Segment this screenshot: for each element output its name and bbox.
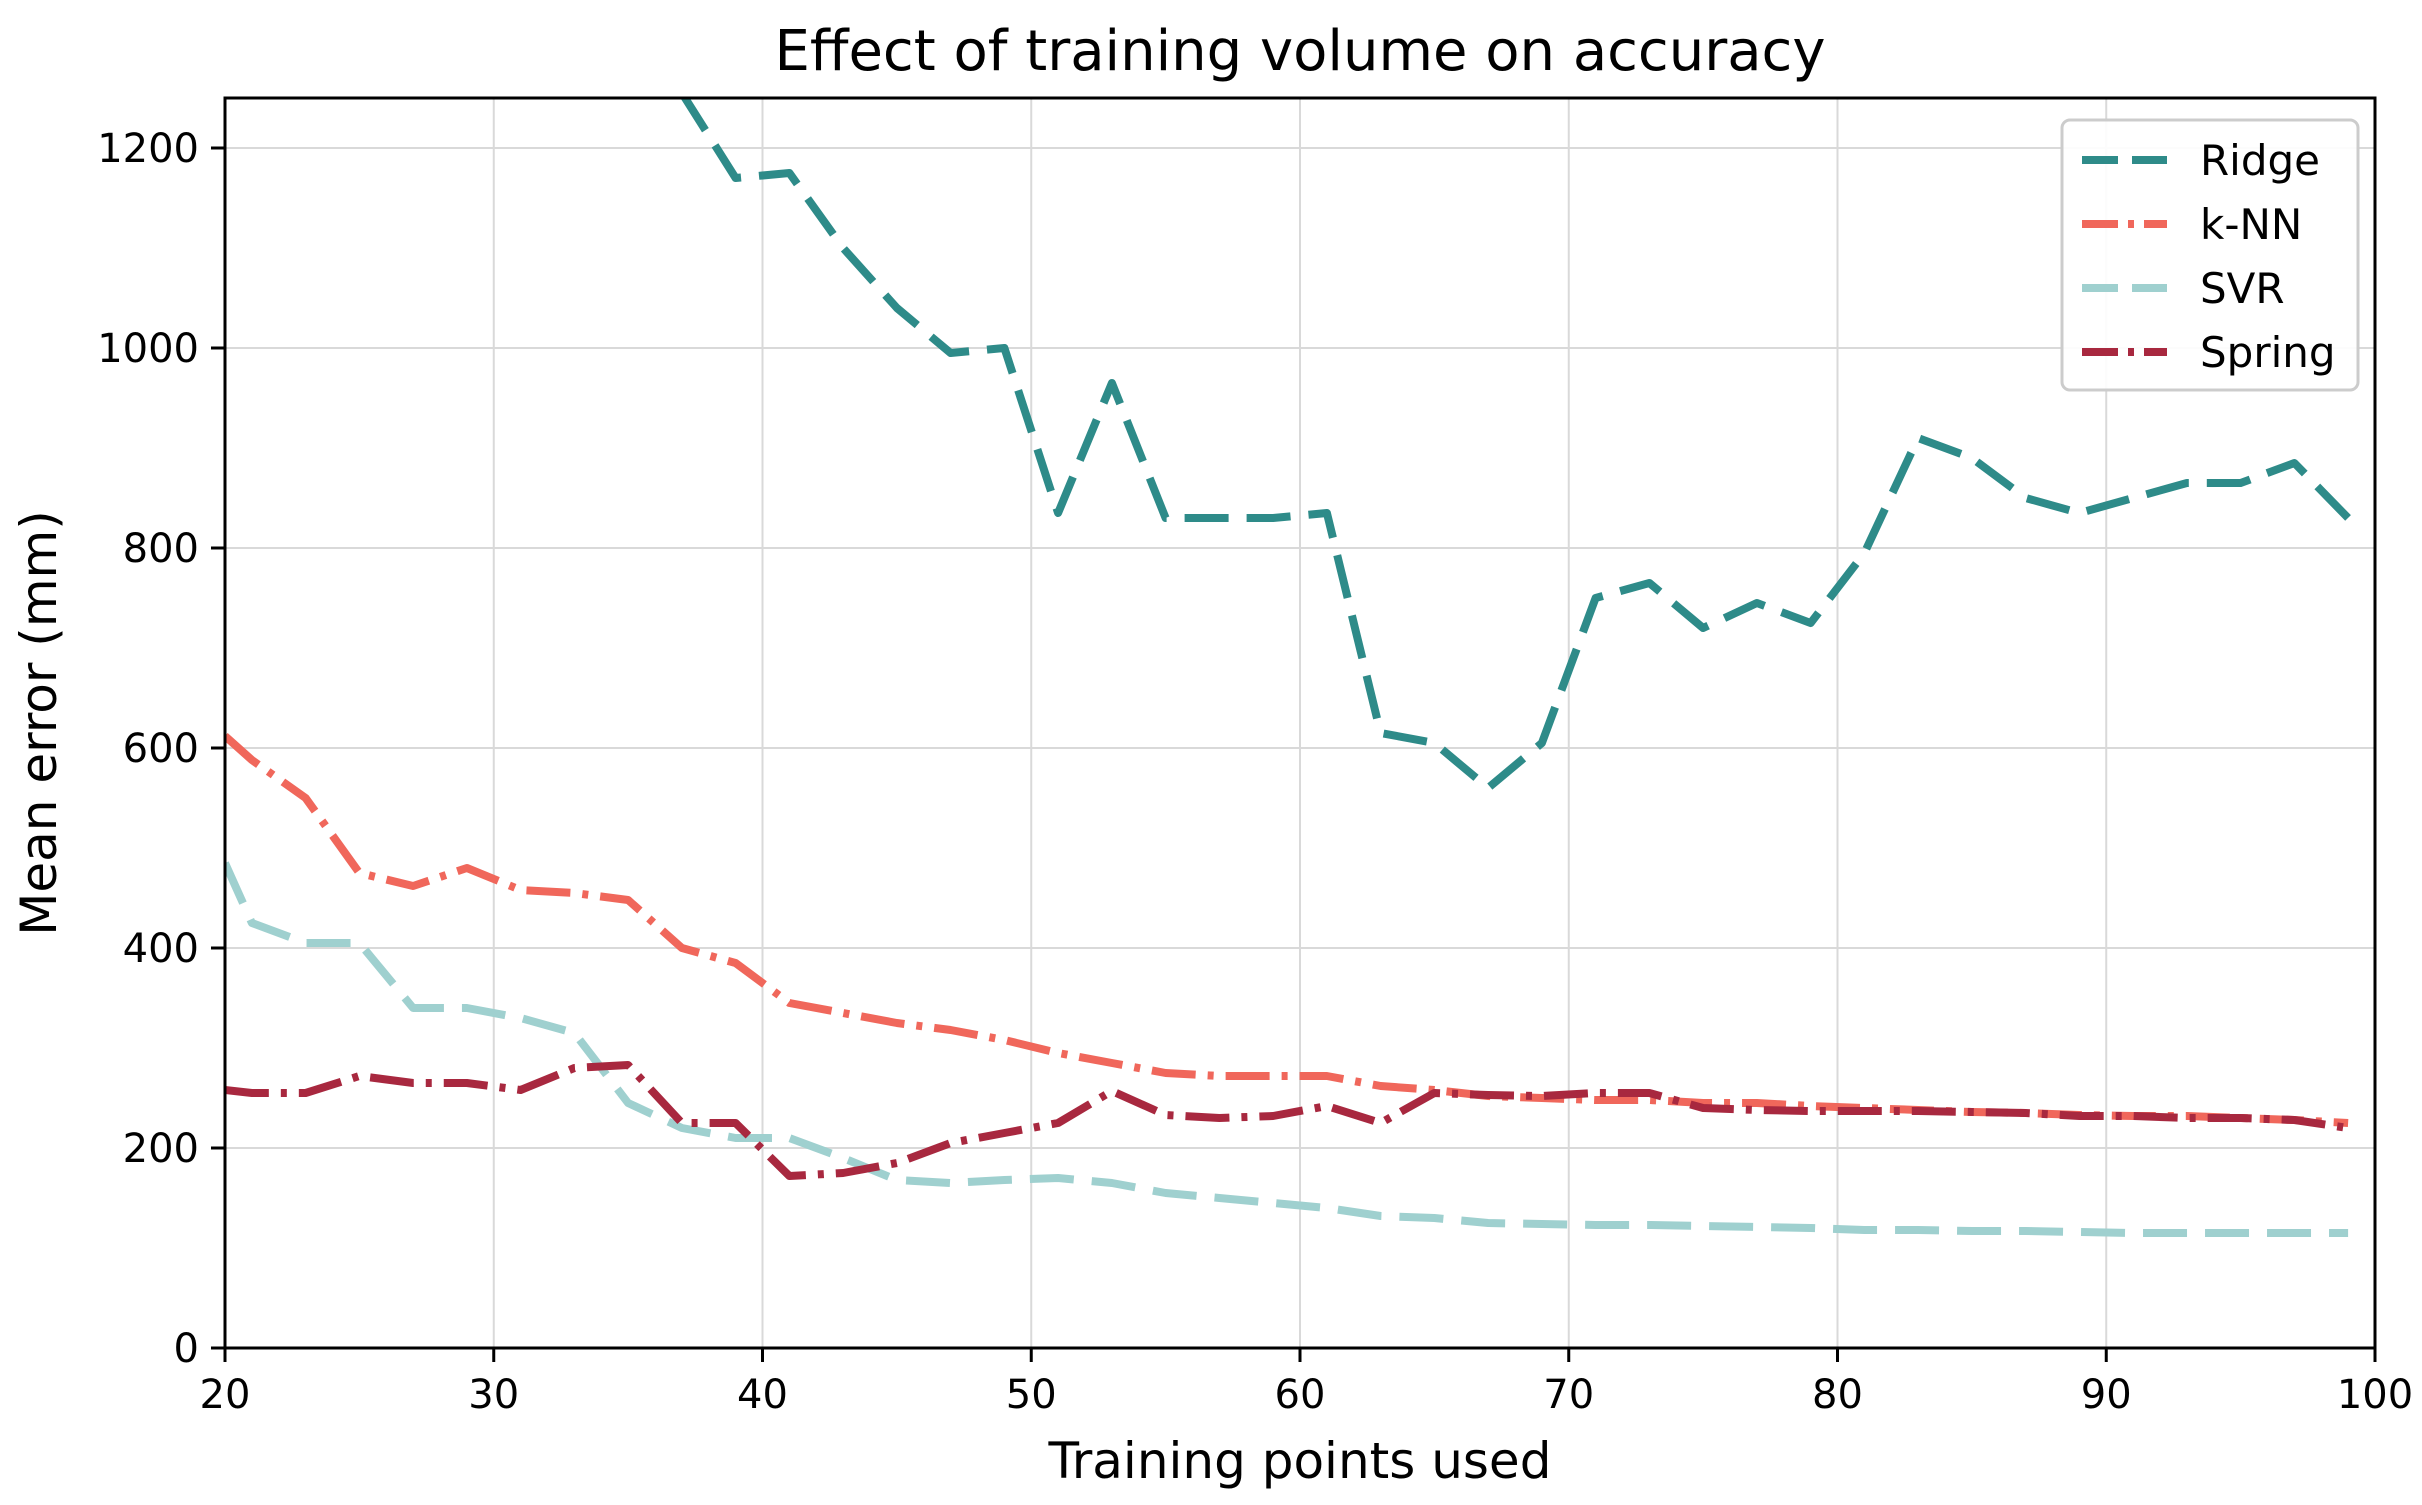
legend-label-k-nn: k-NN (2200, 200, 2302, 249)
y-tick-label: 200 (123, 1126, 199, 1172)
x-axis-label: Training points used (1048, 1432, 1552, 1490)
series-layer (225, 98, 2351, 1237)
legend-label-svr: SVR (2200, 264, 2285, 313)
legend: Ridge k-NN SVR Spring (2060, 118, 2360, 392)
series-line-svr (225, 861, 2349, 1237)
x-tick-label: 20 (200, 1372, 251, 1418)
x-tick-label: 40 (737, 1372, 788, 1418)
y-axis-label: Mean error (mm) (10, 510, 68, 936)
legend-box (2060, 118, 2360, 392)
legend-label-ridge: Ridge (2200, 136, 2320, 185)
x-tick-label: 30 (468, 1372, 519, 1418)
x-tick-label: 80 (1812, 1372, 1863, 1418)
y-tick-label: 1200 (97, 126, 199, 172)
series-line-spring (225, 1061, 2349, 1180)
x-tick-label: 90 (2081, 1372, 2132, 1418)
y-tick-label: 0 (174, 1326, 199, 1372)
y-tick-label: 600 (123, 726, 199, 772)
x-tick-label: 100 (2337, 1372, 2413, 1418)
grid (224, 98, 2376, 1349)
y-tick-label: 400 (123, 926, 199, 972)
x-tick-label: 50 (1006, 1372, 1057, 1418)
chart-title: Effect of training volume on accuracy (775, 19, 1826, 84)
series-line-ridge (680, 98, 2351, 792)
y-tick-label: 1000 (97, 326, 199, 372)
x-tick-label: 70 (1543, 1372, 1594, 1418)
series-line-k-nn (225, 733, 2349, 1127)
x-tick-label: 60 (1275, 1372, 1326, 1418)
legend-label-spring: Spring (2200, 328, 2336, 377)
y-tick-label: 800 (123, 526, 199, 572)
